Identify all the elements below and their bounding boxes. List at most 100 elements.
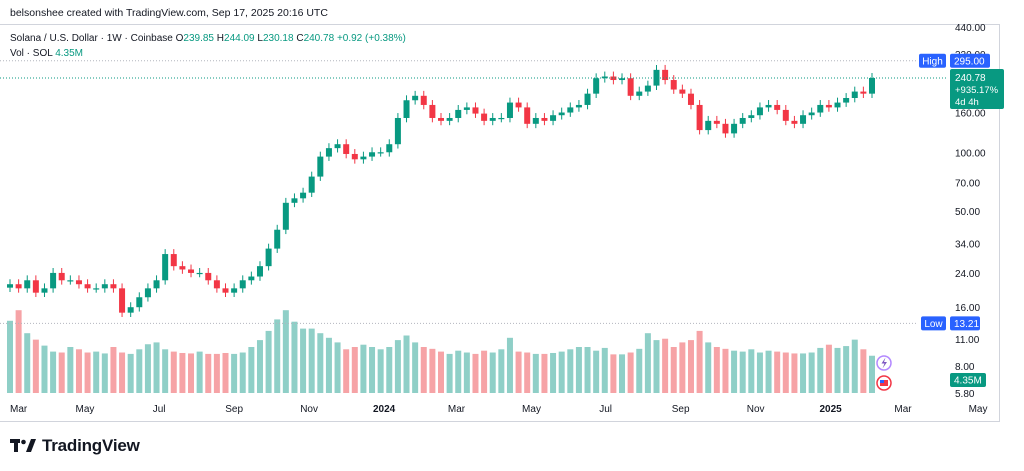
candle-body[interactable] <box>429 104 436 118</box>
candle-body[interactable] <box>567 107 574 113</box>
candle-body[interactable] <box>325 148 332 157</box>
candle-body[interactable] <box>101 284 108 289</box>
candle-body[interactable] <box>644 85 651 92</box>
candle-body[interactable] <box>722 123 729 134</box>
candle-body[interactable] <box>144 288 151 298</box>
candle-body[interactable] <box>687 93 694 105</box>
candle-body[interactable] <box>636 91 643 96</box>
candle-body[interactable] <box>24 280 31 289</box>
candle-body[interactable] <box>58 272 65 281</box>
symbol-name[interactable]: Solana / U.S. Dollar · 1W · Coinbase <box>10 33 173 44</box>
candle-body[interactable] <box>231 288 238 293</box>
candle-body[interactable] <box>360 156 367 160</box>
candle-body[interactable] <box>343 144 350 154</box>
candle-body[interactable] <box>532 117 539 124</box>
tradingview-brand[interactable]: TradingView <box>10 436 140 456</box>
candle-body[interactable] <box>369 152 376 157</box>
candle-body[interactable] <box>239 280 246 289</box>
candle-body[interactable] <box>498 117 505 120</box>
candle-body[interactable] <box>265 248 272 267</box>
candle-body[interactable] <box>869 77 875 94</box>
candle-body[interactable] <box>731 123 738 134</box>
candle-body[interactable] <box>41 288 48 293</box>
candle-body[interactable] <box>438 117 444 121</box>
candle-body[interactable] <box>713 120 720 124</box>
candle-body[interactable] <box>584 93 591 105</box>
candle-body[interactable] <box>825 104 832 108</box>
candle-body[interactable] <box>188 269 195 273</box>
candle-body[interactable] <box>50 272 57 289</box>
candle-body[interactable] <box>136 297 143 308</box>
candle-body[interactable] <box>394 117 401 145</box>
candle-body[interactable] <box>75 280 82 285</box>
candle-body[interactable] <box>334 144 341 149</box>
candle-body[interactable] <box>84 284 91 289</box>
candle-body[interactable] <box>705 120 712 131</box>
candle-body[interactable] <box>110 284 117 289</box>
candle-body[interactable] <box>351 153 358 160</box>
candle-body[interactable] <box>308 176 315 193</box>
candle-body[interactable] <box>834 102 841 108</box>
candle-body[interactable] <box>662 69 669 81</box>
candle-body[interactable] <box>593 78 600 94</box>
candle-body[interactable] <box>248 276 255 281</box>
candle-body[interactable] <box>32 280 39 293</box>
candle-body[interactable] <box>756 107 763 116</box>
candle-body[interactable] <box>843 97 850 103</box>
candle-body[interactable] <box>213 280 220 289</box>
candle-body[interactable] <box>619 78 626 81</box>
candle-body[interactable] <box>377 152 384 154</box>
candle-body[interactable] <box>179 266 186 270</box>
candle-body[interactable] <box>162 254 169 281</box>
candle-body[interactable] <box>412 95 419 101</box>
candle-body[interactable] <box>282 202 289 230</box>
candle-body[interactable] <box>679 89 686 94</box>
candle-body[interactable] <box>67 280 74 282</box>
candle-body[interactable] <box>119 288 126 313</box>
candle-body[interactable] <box>550 115 557 121</box>
candle-body[interactable] <box>791 120 798 124</box>
candle-body[interactable] <box>403 100 410 118</box>
candle-body[interactable] <box>446 117 453 121</box>
candle-body[interactable] <box>256 266 263 277</box>
candle-body[interactable] <box>93 288 100 290</box>
candle-body[interactable] <box>222 288 229 293</box>
candle-body[interactable] <box>7 284 13 288</box>
candle-body[interactable] <box>765 104 772 108</box>
candle-body[interactable] <box>860 91 867 94</box>
candle-body[interactable] <box>489 117 496 121</box>
candle-body[interactable] <box>601 76 608 79</box>
candle-body[interactable] <box>782 109 789 121</box>
candle-body[interactable] <box>575 104 582 108</box>
candle-body[interactable] <box>127 307 134 313</box>
candle-body[interactable] <box>317 156 324 177</box>
candle-body[interactable] <box>524 107 531 124</box>
candle-body[interactable] <box>696 104 703 131</box>
candle-body[interactable] <box>627 78 634 96</box>
candle-body[interactable] <box>455 109 462 118</box>
candle-body[interactable] <box>739 117 746 124</box>
candle-body[interactable] <box>481 113 488 121</box>
candle-body[interactable] <box>800 115 807 124</box>
candle-body[interactable] <box>463 107 470 110</box>
candle-body[interactable] <box>748 115 755 118</box>
candle-body[interactable] <box>808 112 815 116</box>
candle-body[interactable] <box>170 254 177 267</box>
candle-body[interactable] <box>205 272 212 281</box>
candle-body[interactable] <box>196 272 203 275</box>
candle-body[interactable] <box>15 284 22 289</box>
candle-body[interactable] <box>300 192 307 199</box>
candle-body[interactable] <box>420 95 427 105</box>
candle-body[interactable] <box>274 229 281 249</box>
candle-body[interactable] <box>774 104 781 110</box>
candle-body[interactable] <box>558 112 565 116</box>
candle-body[interactable] <box>541 117 548 121</box>
candle-body[interactable] <box>851 91 858 98</box>
candle-body[interactable] <box>670 80 677 90</box>
volume-label[interactable]: Vol · SOL <box>10 48 53 59</box>
candle-body[interactable] <box>610 76 617 81</box>
candle-body[interactable] <box>817 104 824 113</box>
candle-body[interactable] <box>506 102 513 118</box>
candle-body[interactable] <box>653 69 660 86</box>
